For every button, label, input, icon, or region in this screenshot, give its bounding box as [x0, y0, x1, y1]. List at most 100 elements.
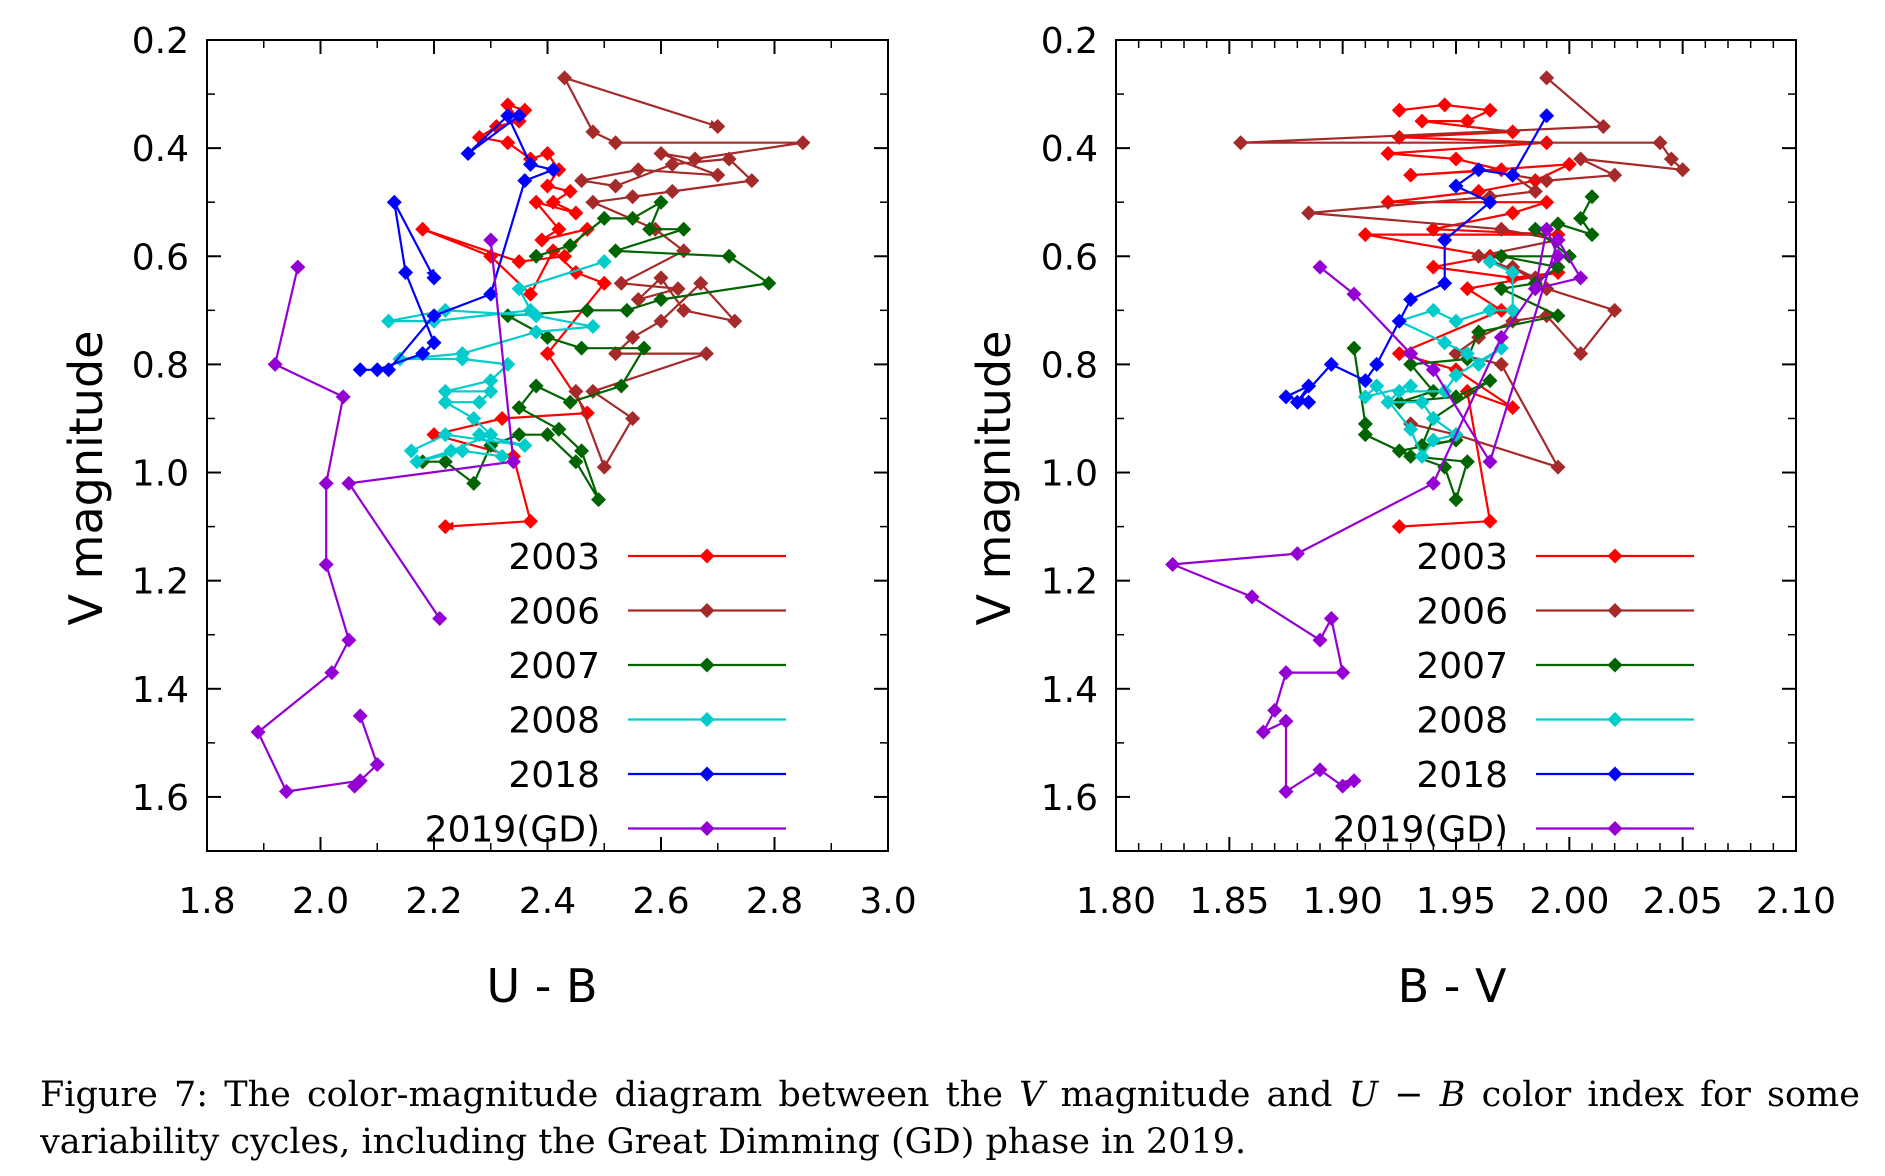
panel-right-bv: 1.80 1.85 1.90 1.95 2.00 2.05 2.10 0.2 0.4 0.6 0.8…	[967, 21, 1836, 1013]
right-ytick-label: 0.4	[1041, 129, 1098, 170]
left-data-point	[574, 340, 590, 356]
left-series-2019gd	[341, 232, 521, 627]
right-data-point	[1527, 281, 1543, 297]
left-data-point	[664, 156, 680, 172]
left-data-point	[545, 162, 561, 178]
left-data-point	[795, 135, 811, 151]
left-data-point	[278, 784, 294, 800]
left-data-point	[574, 443, 590, 459]
right-data-point	[1471, 356, 1487, 372]
right-data-point	[1539, 108, 1555, 124]
left-data-point	[568, 454, 584, 470]
left-data-point	[409, 454, 425, 470]
legend-marker	[1607, 657, 1623, 673]
left-data-point	[710, 167, 726, 183]
left-data-point	[352, 708, 368, 724]
right-data-point	[1527, 183, 1543, 199]
left-data-point	[664, 183, 680, 199]
left-data-point	[625, 189, 641, 205]
right-series-line	[1171, 228, 1582, 793]
right-data-point	[1425, 221, 1441, 237]
right-data-point	[1391, 383, 1407, 399]
right-data-point	[1391, 519, 1407, 535]
left-data-point	[426, 270, 442, 286]
left-data-point	[460, 146, 476, 162]
left-data-point	[540, 427, 555, 443]
right-data-point	[1391, 313, 1407, 329]
left-data-point	[596, 210, 612, 226]
left-data-point	[625, 210, 641, 226]
left-series-2006	[557, 70, 811, 475]
left-ytick-label: 1.0	[132, 454, 189, 495]
right-data-point	[1482, 513, 1498, 529]
left-data-point	[585, 319, 601, 335]
left-data-point	[341, 632, 357, 648]
right-data-point	[1482, 194, 1498, 210]
left-data-point	[653, 313, 669, 329]
right-data-point	[1539, 70, 1555, 86]
left-data-point	[613, 378, 629, 394]
right-data-point	[1493, 248, 1509, 264]
right-data-point	[1505, 205, 1521, 221]
right-data-point	[1312, 762, 1328, 778]
figure-caption: Figure 7: The color-magnitude diagram be…	[40, 1072, 1860, 1166]
left-xlabel: U - B	[486, 959, 597, 1013]
legend-marker	[1607, 548, 1623, 564]
left-axes: 1.8 2.0 2.2 2.4 2.6 2.8 3.0 0.2 0.4 0.6 0.8 1.0 1.2 1…	[132, 21, 917, 922]
legend-label-2006: 2006	[508, 592, 600, 633]
left-data-point	[630, 292, 646, 308]
left-data-point	[761, 275, 777, 291]
right-data-point	[1255, 724, 1271, 740]
right-data-point	[1335, 778, 1351, 794]
left-data-point	[426, 308, 442, 324]
left-series-line	[347, 239, 515, 620]
left-data-point	[608, 346, 624, 362]
right-ytick-label: 0.6	[1041, 237, 1098, 278]
left-data-point	[432, 611, 448, 627]
legend-label-2008: 2008	[1416, 701, 1508, 742]
legend-marker	[1607, 603, 1623, 618]
left-data-point	[562, 394, 578, 410]
left-data-point	[437, 454, 453, 470]
right-data-point	[1652, 135, 1668, 151]
right-data-point	[1403, 421, 1419, 437]
right-data-point	[1380, 394, 1396, 410]
left-ytick-label: 0.6	[132, 237, 189, 278]
left-data-point	[381, 362, 397, 378]
right-data-point	[1289, 546, 1305, 562]
right-series	[1165, 70, 1691, 800]
left-data-point	[483, 383, 499, 399]
left-data-point	[579, 221, 595, 237]
right-data-point	[1357, 427, 1373, 443]
right-data-point	[1323, 356, 1339, 372]
right-data-point	[1289, 394, 1305, 410]
right-data-point	[1493, 329, 1509, 345]
right-data-point	[1663, 151, 1679, 167]
left-data-point	[698, 346, 714, 362]
left-data-point	[727, 313, 743, 329]
left-data-point	[437, 519, 453, 535]
left-xtick-label: 1.8	[178, 881, 235, 922]
right-data-point	[1278, 389, 1294, 405]
left-data-point	[557, 248, 573, 264]
right-data-point	[1471, 162, 1487, 178]
left-data-point	[653, 292, 669, 308]
left-data-point	[500, 97, 516, 113]
legend-label-2008: 2008	[508, 701, 600, 742]
right-data-point	[1312, 259, 1328, 275]
left-data-point	[341, 475, 357, 491]
right-axes: 1.80 1.85 1.90 1.95 2.00 2.05 2.10 0.2 0.4 0.6 0.8…	[1041, 21, 1836, 922]
left-data-point	[398, 264, 414, 280]
legend-marker	[1607, 766, 1623, 782]
left-series-2019gd	[347, 708, 385, 794]
right-data-point	[1573, 151, 1589, 167]
caption-ub: U − B	[1348, 1075, 1466, 1115]
right-data-point	[1301, 378, 1317, 394]
right-data-point	[1425, 410, 1441, 426]
right-data-point	[1539, 194, 1555, 210]
left-data-point	[670, 281, 686, 297]
right-data-point	[1414, 448, 1430, 464]
panel-left-ub: 1.8 2.0 2.2 2.4 2.6 2.8 3.0 0.2 0.4 0.6 0.8 1.0 1.2 1…	[59, 21, 917, 1013]
left-xtick-label: 3.0	[859, 881, 916, 922]
left-data-point	[625, 329, 641, 345]
